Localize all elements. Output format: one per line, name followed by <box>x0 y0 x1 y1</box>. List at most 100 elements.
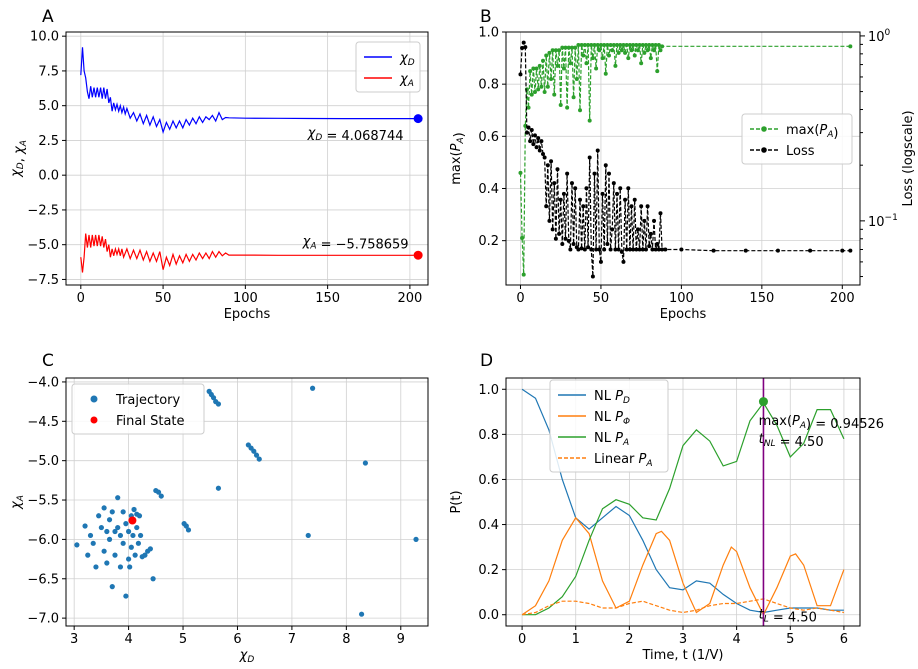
series-line <box>521 516 845 617</box>
y-tick-label: 5.0 <box>38 99 59 114</box>
legend-marker <box>761 126 767 132</box>
legend-label: Trajectory <box>115 393 180 408</box>
series-point <box>597 48 602 53</box>
series-point <box>528 139 533 144</box>
series-point <box>598 43 603 48</box>
series-point <box>565 171 570 176</box>
series-point <box>573 45 578 50</box>
series-point <box>606 171 611 176</box>
series-point <box>594 66 599 71</box>
y-axis-label: P(t) <box>449 490 464 513</box>
series-point <box>573 186 578 191</box>
trajectory-point <box>185 527 192 533</box>
series-point <box>624 247 629 252</box>
series-point <box>634 43 639 48</box>
series-point <box>645 48 650 53</box>
series-point <box>569 181 574 186</box>
trajectory-point <box>123 593 129 599</box>
series-point <box>652 218 657 223</box>
series-point <box>653 247 658 252</box>
series-point <box>534 66 539 71</box>
trajectory-point <box>155 489 162 495</box>
series-point <box>619 249 624 254</box>
trajectory-point <box>101 548 107 554</box>
series-point <box>643 247 648 252</box>
series-point <box>590 274 595 279</box>
series-line <box>80 47 419 135</box>
trajectory-point <box>131 506 137 513</box>
legend: NL PD NL PΦ NL PA Linear PA <box>549 379 669 473</box>
series-point <box>532 133 537 138</box>
trajectory-point <box>112 552 118 558</box>
trajectory-point <box>112 528 118 535</box>
x-axis: 0 50 100 150 200 <box>516 285 855 306</box>
trajectory-point <box>210 395 217 401</box>
y-tick-label: 0.6 <box>478 130 499 145</box>
series-point <box>621 259 626 264</box>
trajectory-point <box>96 513 102 519</box>
y-axis: 0.0 0.2 0.4 0.6 0.8 1.0 <box>478 383 506 623</box>
series-point <box>602 43 607 48</box>
x-tick-label: 200 <box>397 291 422 306</box>
series-point <box>524 130 529 135</box>
series-point <box>643 43 648 48</box>
trajectory-point <box>256 456 262 462</box>
trajectory-point <box>137 532 144 539</box>
y-tick-label: 0.4 <box>478 518 499 533</box>
series-point <box>582 43 587 48</box>
series-point <box>611 43 616 48</box>
y-axis-label: χD, χA <box>9 140 29 178</box>
trajectory-point <box>132 552 138 558</box>
axes-frame <box>505 31 861 286</box>
series-point <box>529 92 534 97</box>
legend-label: NL PA <box>594 431 629 448</box>
series-point <box>587 155 592 160</box>
trajectory-point <box>117 532 124 539</box>
y-axis-label: max(PA) <box>449 132 467 185</box>
trajectory-point <box>74 542 80 548</box>
x-tick-label: 150 <box>315 291 340 306</box>
final-point <box>413 250 423 260</box>
series-point <box>629 204 634 209</box>
series-point <box>528 69 533 74</box>
trajectory-point <box>358 611 365 617</box>
series-point <box>521 40 526 45</box>
y-tick-label: 1.0 <box>478 383 499 398</box>
series-point <box>581 53 586 58</box>
trajectory-point <box>251 448 257 454</box>
x-tick-label: 8 <box>342 632 350 647</box>
series-point <box>582 247 587 252</box>
x-tick-label: 5 <box>786 632 794 647</box>
trajectory-point <box>82 523 88 529</box>
series-point <box>558 197 563 202</box>
axes-frame <box>65 31 429 286</box>
axes-frame <box>505 377 861 627</box>
series-point <box>656 43 661 48</box>
legend-label: χD <box>399 51 415 68</box>
legend: max(PA) Loss <box>741 113 853 165</box>
series-point <box>602 247 607 252</box>
series-point <box>586 43 591 48</box>
trajectory-point <box>109 509 115 515</box>
series-point <box>518 170 523 175</box>
legend-label: max(PA) <box>786 123 839 141</box>
series-point <box>775 248 780 253</box>
trajectory-point <box>104 528 110 535</box>
trajectory-point <box>215 401 222 407</box>
trajectory-point <box>305 532 311 539</box>
legend-box <box>71 383 205 435</box>
legend-box <box>355 41 421 93</box>
annotation: χD = 4.068744 <box>307 126 404 144</box>
series-point <box>539 139 544 144</box>
series-point <box>595 148 600 153</box>
series-point <box>650 247 655 252</box>
series-point <box>581 204 586 209</box>
x-tick-label: 0 <box>518 632 526 647</box>
series-point <box>598 259 603 264</box>
series-point <box>627 43 632 48</box>
x-tick-label: 0 <box>516 291 524 306</box>
x-axis: 0 50 100 150 200 <box>77 285 422 306</box>
series-point <box>660 44 665 49</box>
x-tick-label: 0 <box>77 291 85 306</box>
series-point <box>576 43 581 48</box>
